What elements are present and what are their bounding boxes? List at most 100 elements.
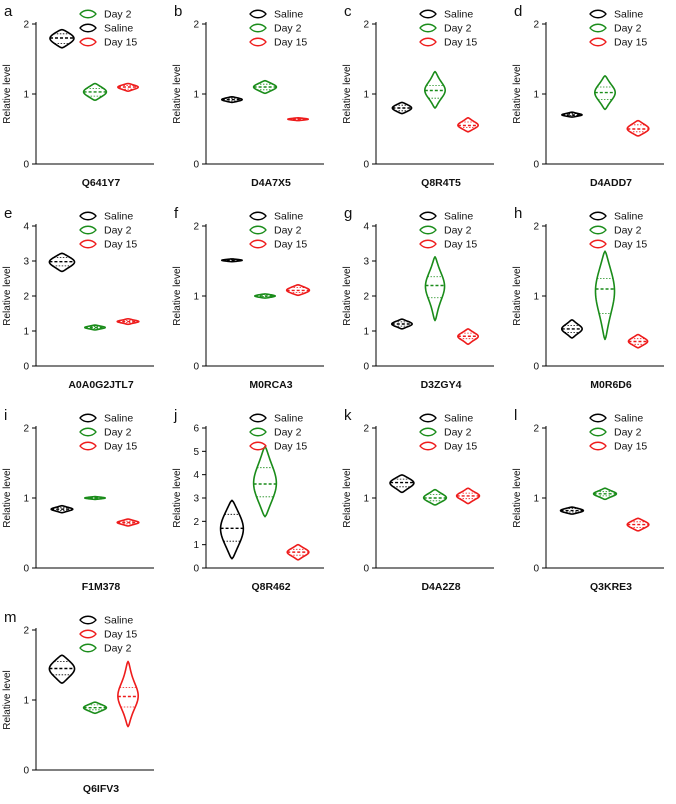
legend-label: Day 15	[274, 441, 307, 453]
legend-swatch	[589, 239, 607, 249]
panel-letter: h	[514, 205, 522, 222]
legend-item: Day 2	[249, 225, 302, 237]
violin-day-2	[82, 701, 108, 715]
y-tick-label: 4	[193, 470, 199, 481]
legend-label: Day 2	[104, 9, 132, 21]
violin-day-15	[287, 117, 310, 122]
legend-label: Day 15	[104, 239, 137, 251]
y-tick-label: 2	[23, 626, 29, 637]
y-axis-label: Relative level	[172, 468, 183, 527]
panel-a: a 0 1 2 Relative level Q641Y7 Day 2 Saline Day 1…	[2, 3, 154, 189]
legend-swatch	[249, 225, 267, 235]
violin-outline	[457, 328, 480, 346]
y-axis-label: Relative level	[172, 64, 183, 123]
legend-label: Day 2	[104, 643, 132, 655]
y-tick-label: 1	[533, 494, 539, 505]
legend-item: Saline	[79, 211, 133, 223]
legend-swatch	[589, 441, 607, 451]
legend-item: Saline	[79, 615, 133, 627]
y-tick-label: 0	[363, 362, 369, 373]
y-tick-label: 2	[193, 20, 199, 31]
legend-swatch	[419, 211, 437, 221]
legend-swatch	[79, 225, 97, 235]
y-axis-label: Relative level	[512, 468, 523, 527]
legend-swatch	[249, 9, 267, 19]
y-tick-label: 1	[193, 90, 199, 101]
y-tick-label: 2	[193, 222, 199, 233]
legend-label: Day 2	[274, 427, 302, 439]
x-axis-title: Q8R4T5	[421, 177, 461, 189]
legend-swatch	[249, 23, 267, 33]
legend-swatch	[419, 225, 437, 235]
legend-item: Saline	[249, 413, 303, 425]
legend-swatch	[589, 211, 607, 221]
violin-saline	[220, 96, 243, 104]
legend-swatch	[249, 441, 267, 451]
y-tick-label: 1	[533, 292, 539, 303]
legend-label: Day 15	[444, 239, 477, 251]
legend-label: Day 15	[104, 629, 137, 641]
legend-label: Day 2	[104, 225, 132, 237]
violin-outline	[559, 506, 585, 515]
panel-b: b 0 1 2 Relative level D4A7X5 Saline Day 2 Day 1…	[172, 3, 324, 189]
y-tick-label: 0	[193, 362, 199, 373]
panel-h: h 0 1 2 Relative level M0R6D6 Saline Day 2 Day 1…	[512, 205, 664, 391]
legend-item: Day 2	[419, 427, 472, 439]
y-tick-label: 3	[363, 257, 369, 268]
legend-swatch	[419, 9, 437, 19]
violin-day-2	[592, 487, 618, 501]
legend-item: Day 2	[589, 225, 642, 237]
legend-item: Saline	[249, 9, 303, 21]
violin-day-15	[116, 317, 140, 326]
legend-item: Saline	[419, 211, 473, 223]
legend-swatch	[419, 441, 437, 451]
legend-item: Day 15	[419, 239, 477, 251]
panel-l: l 0 1 2 Relative level Q3KRE3 Saline Day 2 Day 1…	[512, 407, 664, 593]
violin-outline	[424, 256, 446, 322]
violin-day-15	[286, 543, 310, 561]
x-axis-title: D4A7X5	[251, 177, 291, 189]
y-tick-label: 0	[193, 564, 199, 575]
panel-letter: d	[514, 3, 522, 20]
violin-day-15	[116, 518, 140, 527]
y-tick-label: 6	[193, 424, 199, 435]
violin-day-2	[82, 82, 108, 102]
violin-outline	[390, 318, 413, 330]
legend-item: Day 15	[249, 239, 307, 251]
violin-outline	[560, 319, 583, 339]
violin-outline	[252, 445, 278, 518]
x-axis-title: A0A0G2JTL7	[68, 379, 134, 391]
legend-label: Day 2	[614, 23, 642, 35]
x-axis-title: Q6IFV3	[83, 783, 119, 795]
legend-label: Day 15	[614, 37, 647, 49]
panel-letter: g	[344, 205, 352, 222]
y-tick-label: 1	[23, 327, 29, 338]
panel-letter: i	[4, 407, 7, 424]
y-tick-label: 1	[193, 292, 199, 303]
violin-day-15	[117, 660, 140, 728]
y-tick-label: 1	[363, 494, 369, 505]
legend-item: Day 2	[79, 225, 132, 237]
legend-item: Day 15	[79, 441, 137, 453]
violin-day-15	[626, 119, 650, 137]
legend-item: Day 15	[79, 37, 137, 49]
legend-label: Saline	[444, 211, 473, 223]
y-axis-label: Relative level	[512, 266, 523, 325]
y-tick-label: 2	[533, 424, 539, 435]
x-axis-title: M0RCA3	[249, 379, 292, 391]
y-axis-label: Relative level	[512, 64, 523, 123]
violin-outline	[50, 504, 74, 514]
y-axis-label: Relative level	[342, 468, 353, 527]
y-tick-label: 2	[363, 20, 369, 31]
violin-outline	[117, 660, 140, 728]
legend-item: Day 2	[249, 427, 302, 439]
y-tick-label: 1	[363, 90, 369, 101]
legend-label: Day 15	[104, 37, 137, 49]
violin-day-15	[457, 117, 479, 133]
legend-swatch	[589, 225, 607, 235]
panel-letter: e	[4, 205, 12, 222]
y-tick-label: 0	[363, 160, 369, 171]
panel-e: e 0 1 2 3 4 Relative level A0A0G2JTL7 Saline Day …	[2, 205, 154, 391]
y-tick-label: 2	[23, 424, 29, 435]
x-axis-title: Q8R462	[251, 581, 290, 593]
